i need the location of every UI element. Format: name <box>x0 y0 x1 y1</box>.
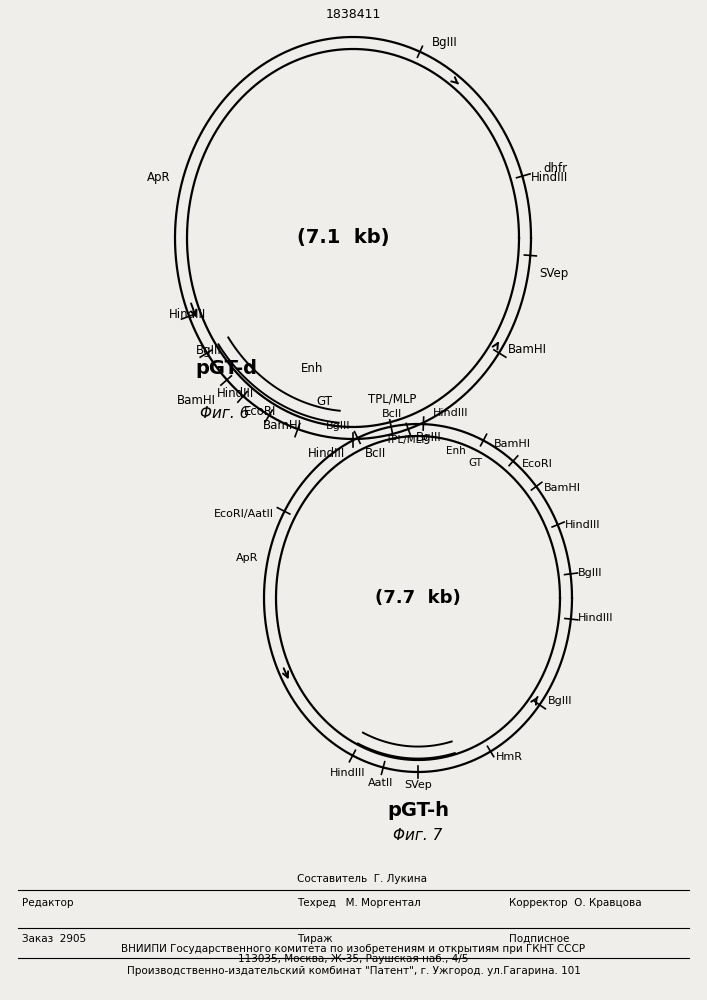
Text: Enh: Enh <box>446 446 466 456</box>
Text: BcII: BcII <box>365 447 386 460</box>
Text: BcII: BcII <box>382 409 402 419</box>
Text: Заказ  2905: Заказ 2905 <box>22 934 86 944</box>
Text: (7.1  kb): (7.1 kb) <box>297 229 390 247</box>
Text: HindIII: HindIII <box>530 171 568 184</box>
Text: Enh: Enh <box>301 361 323 374</box>
Text: pGT-d: pGT-d <box>195 359 257 377</box>
Text: BgIII: BgIII <box>578 568 602 578</box>
Text: (7.7  kb): (7.7 kb) <box>375 589 461 607</box>
Text: 113035, Москва, Ж-35, Раушская наб., 4/5: 113035, Москва, Ж-35, Раушская наб., 4/5 <box>238 954 469 964</box>
Text: BgIII: BgIII <box>416 431 442 444</box>
Text: GT: GT <box>317 395 332 408</box>
Text: BgIII: BgIII <box>326 421 350 431</box>
Text: SVep: SVep <box>539 266 568 279</box>
Text: pGT-h: pGT-h <box>387 801 449 820</box>
Text: Φиг. 7: Φиг. 7 <box>393 828 443 843</box>
Text: 1838411: 1838411 <box>325 8 380 21</box>
Text: ВНИИПИ Государственного комитета по изобретениям и открытиям при ГКНТ СССР: ВНИИПИ Государственного комитета по изоб… <box>122 944 585 954</box>
Text: Φиг. 6: Φиг. 6 <box>200 406 250 420</box>
Text: TPL/MLP: TPL/MLP <box>368 393 416 406</box>
Text: Редактор: Редактор <box>22 898 74 908</box>
Text: TPL/MLP: TPL/MLP <box>385 435 428 445</box>
Text: BgIII: BgIII <box>548 696 572 706</box>
Text: Тираж: Тираж <box>297 934 332 944</box>
Text: AatII: AatII <box>368 778 393 788</box>
Text: BamHI: BamHI <box>544 483 581 493</box>
Text: BamHI: BamHI <box>493 439 530 449</box>
Text: BamHI: BamHI <box>262 419 301 432</box>
Text: Производственно-издательский комбинат "Патент", г. Ужгород. ул.Гагарина. 101: Производственно-издательский комбинат "П… <box>127 966 580 976</box>
Text: HindIII: HindIII <box>578 613 614 623</box>
Text: ApR: ApR <box>235 553 258 563</box>
Text: BgIII: BgIII <box>431 36 457 49</box>
Text: HindIII: HindIII <box>216 387 254 400</box>
Text: HindIII: HindIII <box>308 447 345 460</box>
Text: SVep: SVep <box>404 780 432 790</box>
Text: dhfr: dhfr <box>543 161 567 174</box>
Text: HindIII: HindIII <box>565 520 601 530</box>
Text: BamHI: BamHI <box>176 394 216 407</box>
Text: EcoRI/AatII: EcoRI/AatII <box>214 509 274 519</box>
Text: GT: GT <box>468 458 482 468</box>
Text: EcoRI: EcoRI <box>244 405 276 418</box>
Text: HmR: HmR <box>496 752 522 762</box>
Text: BgIII: BgIII <box>196 344 222 357</box>
Text: Подписное: Подписное <box>509 934 569 944</box>
Text: BamHI: BamHI <box>508 343 547 356</box>
Text: Составитель  Г. Лукина: Составитель Г. Лукина <box>297 874 427 884</box>
Text: EcoRI: EcoRI <box>522 459 553 469</box>
Text: ApR: ApR <box>147 172 171 184</box>
Text: HindIII: HindIII <box>329 768 366 778</box>
Text: Корректор  О. Кравцова: Корректор О. Кравцова <box>509 898 642 908</box>
Text: HindIII: HindIII <box>433 408 469 418</box>
Text: HindIII: HindIII <box>168 308 206 321</box>
Text: Техред   М. Моргентал: Техред М. Моргентал <box>297 898 421 908</box>
